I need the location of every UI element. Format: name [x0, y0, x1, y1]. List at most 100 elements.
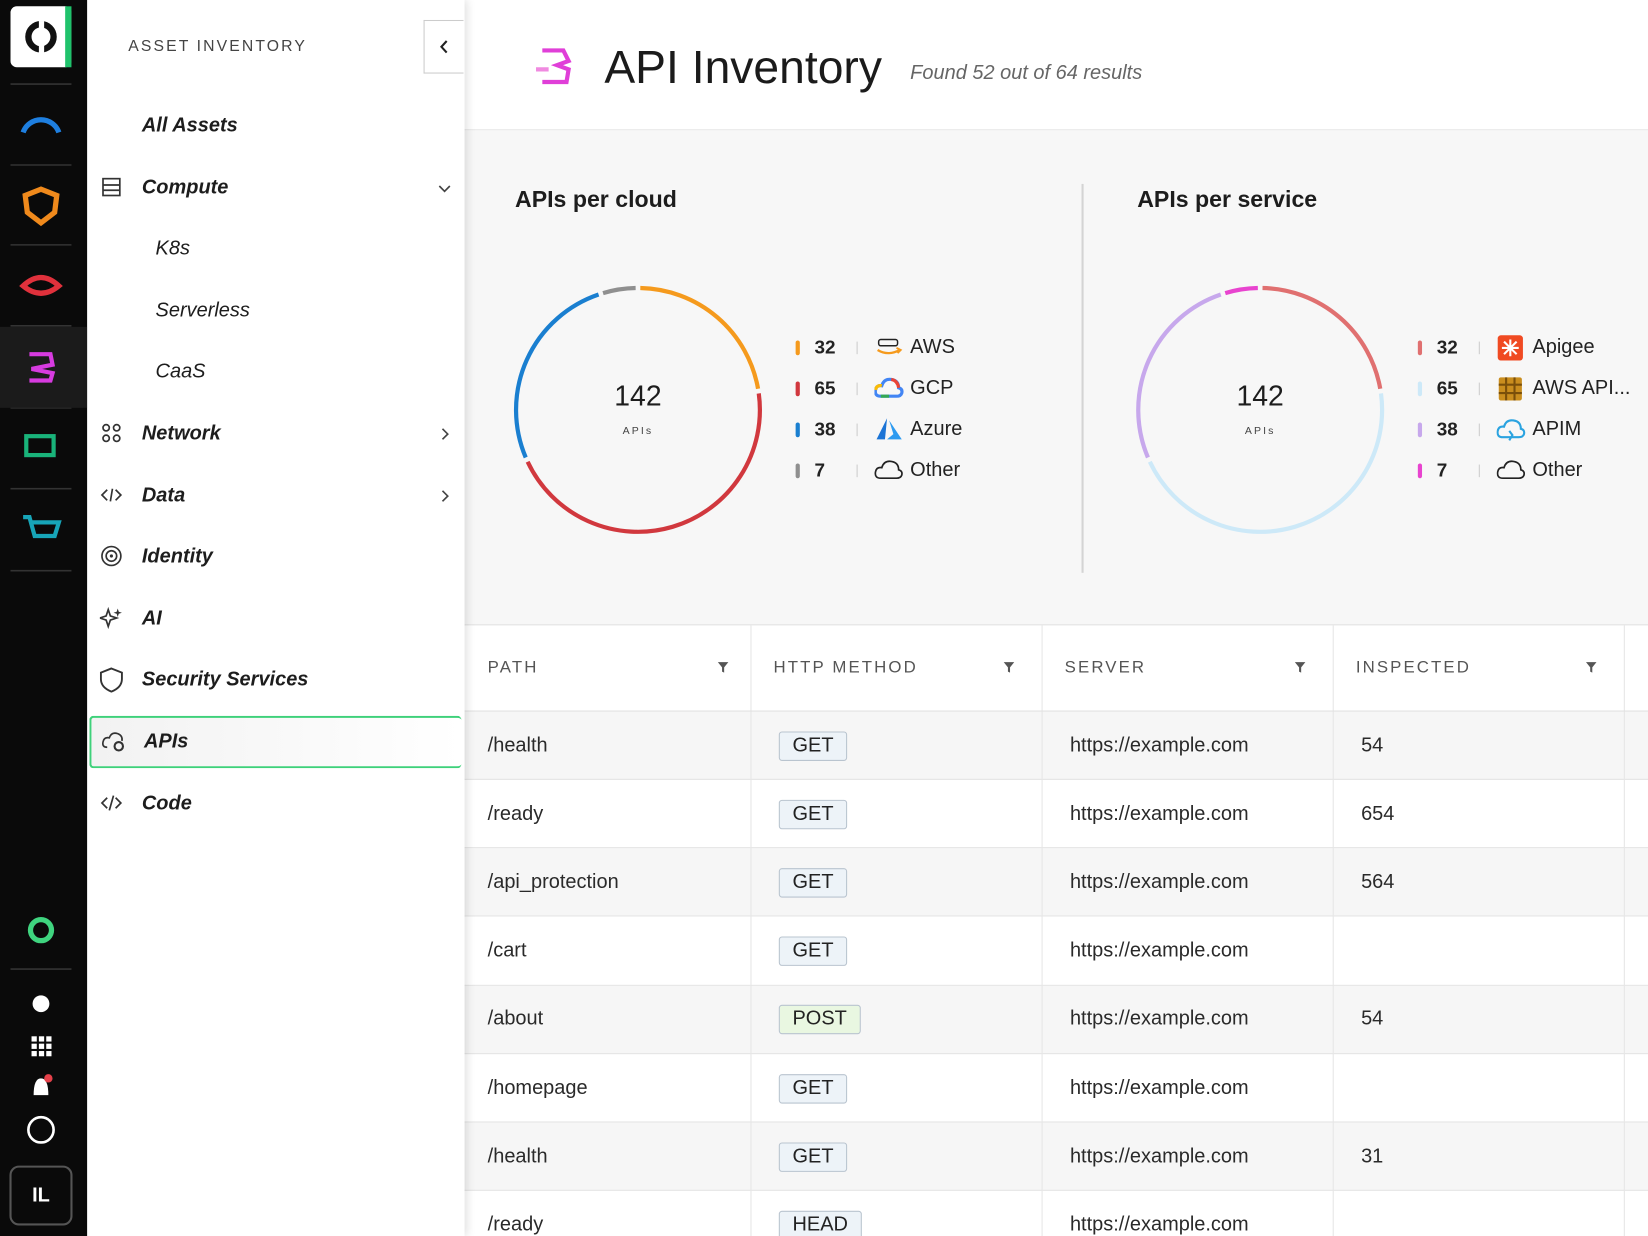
cell-path: /ready [488, 803, 544, 826]
cell-path: /ready [488, 1214, 544, 1236]
chart-title: APIs per service [1137, 186, 1317, 213]
legend-separator [857, 342, 858, 355]
divider [1082, 184, 1084, 573]
nav-item[interactable]: Security Services [89, 654, 461, 707]
method-badge: GET [779, 1074, 847, 1103]
main: API Inventory Found 52 out of 64 results… [465, 0, 1648, 1236]
legend-label: APIM [1532, 418, 1581, 441]
rail-icon[interactable] [30, 920, 51, 941]
cell-server: https://example.com [1070, 1145, 1249, 1168]
nav-item-active[interactable]: APIs [89, 716, 461, 769]
header-border [465, 710, 1648, 711]
nav-item[interactable]: Network [89, 408, 461, 461]
cell-inspected: 564 [1361, 871, 1394, 894]
apps-icon[interactable] [32, 1036, 52, 1056]
user-initials: IL [0, 1185, 82, 1208]
cell-server: https://example.com [1070, 940, 1249, 963]
nav-chevron [437, 180, 452, 195]
legend-swatch [1418, 464, 1422, 479]
column-header: HTTP METHOD [774, 659, 918, 678]
donut-chart: 142APIs [501, 273, 774, 546]
legend-swatch [796, 423, 800, 438]
nav-item[interactable]: Data [89, 469, 461, 522]
cell-inspected: 54 [1361, 1008, 1383, 1031]
donut-segment [1225, 288, 1258, 293]
nav-item-label: Network [142, 423, 221, 446]
legend-icon [1497, 457, 1526, 484]
cell-path: /cart [488, 940, 527, 963]
column-filter[interactable] [717, 661, 730, 674]
nav-item-label: Data [142, 484, 185, 507]
nav-icon [100, 483, 125, 508]
legend-icon [874, 416, 903, 443]
nav-item[interactable]: Identity [89, 531, 461, 584]
legend-value: 65 [815, 378, 836, 400]
column-divider [1333, 625, 1334, 1236]
donut-segment [516, 295, 599, 458]
nav-item[interactable]: Compute [89, 161, 461, 214]
help-icon[interactable] [28, 1117, 53, 1142]
column-filter[interactable] [1294, 661, 1307, 674]
rail-icon[interactable] [25, 189, 57, 223]
column-divider [1624, 625, 1625, 1236]
column-filter[interactable] [1585, 661, 1598, 674]
legend-swatch [1418, 341, 1422, 356]
nav-subitem-label: CaaS [156, 361, 206, 384]
nav-item[interactable]: Serverless [89, 285, 461, 338]
nav-item[interactable]: Code [89, 777, 461, 830]
cell-server: https://example.com [1070, 871, 1249, 894]
nav-item[interactable]: CaaS [89, 346, 461, 399]
donut-total: 142 [614, 381, 661, 413]
sidebar-title: ASSET INVENTORY [128, 37, 307, 55]
legend-swatch [796, 382, 800, 397]
legend-label: AWS [910, 336, 955, 359]
rail-icon[interactable] [23, 277, 59, 293]
cell-server: https://example.com [1070, 1214, 1249, 1236]
cell-path: /health [488, 734, 548, 757]
rail-icon[interactable] [26, 436, 53, 455]
donut-segment [528, 393, 760, 531]
table-row [465, 1054, 1648, 1122]
donut-segment [603, 288, 636, 293]
rail-icon[interactable] [23, 517, 59, 536]
legend-separator [857, 424, 858, 437]
settings-icon[interactable] [33, 995, 50, 1012]
nav-icon [100, 791, 125, 816]
legend-separator [1479, 342, 1480, 355]
cell-path: /api_protection [488, 871, 619, 894]
legend-label: Azure [910, 418, 962, 441]
donut-segment [1138, 295, 1221, 458]
legend-label: AWS API... [1532, 377, 1630, 400]
donut-segment [1150, 393, 1382, 531]
legend-swatch [796, 464, 800, 479]
cell-server: https://example.com [1070, 1008, 1249, 1031]
column-filter[interactable] [1003, 661, 1016, 674]
page-title: API Inventory [604, 42, 882, 95]
legend-label: Other [910, 459, 960, 482]
nav-subitem-label: Serverless [156, 299, 250, 322]
nav-item[interactable]: All Assets [89, 100, 461, 153]
nav-item[interactable]: K8s [89, 223, 461, 276]
method-badge: HEAD [779, 1211, 862, 1236]
collapse-button[interactable] [424, 20, 464, 74]
cell-inspected: 54 [1361, 734, 1383, 757]
logo-accent [65, 6, 71, 67]
method-badge: GET [779, 937, 847, 966]
cell-server: https://example.com [1070, 1077, 1249, 1100]
legend-value: 32 [815, 337, 836, 359]
table-row [465, 917, 1648, 985]
legend-icon [1497, 334, 1526, 361]
charts-panel: APIs per cloud142APIs32AWS65GCP38Azure7O… [465, 130, 1648, 624]
api-table: PATHHTTP METHODSERVERINSPECTED/healthGET… [465, 624, 1648, 1236]
legend-icon [1497, 375, 1526, 402]
method-badge: POST [779, 1005, 861, 1034]
cell-server: https://example.com [1070, 803, 1249, 826]
column-header: INSPECTED [1356, 659, 1471, 678]
legend-separator [857, 383, 858, 396]
rail-icon[interactable] [23, 120, 59, 133]
nav-chevron [437, 488, 452, 503]
legend-value: 32 [1437, 337, 1458, 359]
nav-item[interactable]: AI [89, 593, 461, 646]
